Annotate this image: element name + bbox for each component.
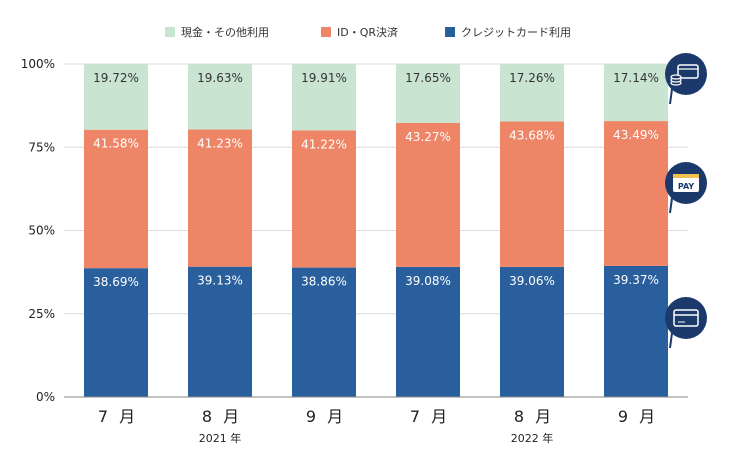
legend-label: 現金・その他利用 <box>181 25 269 39</box>
category-label: 8 月 <box>202 407 242 426</box>
bar-segment <box>604 64 668 122</box>
data-label: 17.65% <box>405 71 451 85</box>
bar-segment <box>84 268 148 397</box>
y-tick-label: 75% <box>28 140 55 154</box>
data-label: 43.68% <box>509 128 555 142</box>
year-label: 2021 年 <box>199 431 242 445</box>
bar-segment <box>500 121 564 267</box>
data-label: 39.08% <box>405 274 451 288</box>
cash-card-outline <box>677 64 699 79</box>
data-label: 41.23% <box>197 136 243 150</box>
icon-pointer-line <box>669 197 673 214</box>
bar-segment <box>188 64 252 130</box>
legend-item: ID・QR決済 <box>321 25 398 39</box>
y-tick-label: 100% <box>21 57 55 71</box>
bar-segment <box>500 266 564 397</box>
icon-badge <box>665 53 707 95</box>
card-outline <box>673 309 699 327</box>
category-label: 8 月 <box>514 407 554 426</box>
legend-swatch <box>165 27 175 37</box>
bar-segment <box>500 64 564 122</box>
legend-label: クレジットカード利用 <box>461 26 571 39</box>
data-label: 39.06% <box>509 274 555 288</box>
pay-card-top <box>673 174 699 178</box>
data-label: 38.69% <box>93 275 139 289</box>
data-label: 17.14% <box>613 71 659 85</box>
bar-segment <box>84 64 148 130</box>
data-label: 19.72% <box>93 71 139 85</box>
legend-item: 現金・その他利用 <box>165 25 269 39</box>
pay-icon: PAY <box>665 162 707 214</box>
data-label: 43.27% <box>405 130 451 144</box>
legend-item: クレジットカード利用 <box>445 26 571 39</box>
legend-swatch <box>445 27 455 37</box>
year-label: 2022 年 <box>511 431 554 445</box>
bar-segment <box>604 265 668 397</box>
bar-segment <box>396 266 460 397</box>
data-label: 19.63% <box>197 71 243 85</box>
category-label: 7 月 <box>98 407 138 426</box>
data-label: 17.26% <box>509 71 555 85</box>
bar-segment <box>396 122 460 267</box>
icon-pointer-line <box>669 88 673 105</box>
bar-segment <box>84 129 148 269</box>
bar-segment <box>188 266 252 397</box>
data-label: 38.86% <box>301 275 347 289</box>
category-label: 9 月 <box>306 407 346 426</box>
bar-segment <box>292 267 356 397</box>
coin <box>670 74 682 80</box>
credit-card-icon <box>665 297 707 349</box>
y-tick-label: 50% <box>28 224 55 238</box>
pay-text: PAY <box>678 182 695 191</box>
bar-segment <box>396 64 460 123</box>
data-label: 39.37% <box>613 273 659 287</box>
data-label: 41.58% <box>93 137 139 151</box>
bar-segment <box>188 129 252 267</box>
category-label: 7 月 <box>410 407 450 426</box>
icon-pointer-line <box>669 332 673 349</box>
data-label: 19.91% <box>301 71 347 85</box>
bar-segment <box>292 130 356 268</box>
legend-swatch <box>321 27 331 37</box>
category-label: 9 月 <box>618 407 658 426</box>
cash-card-icon <box>665 53 707 105</box>
icon-badge <box>665 297 707 339</box>
data-label: 43.49% <box>613 128 659 142</box>
y-tick-label: 0% <box>36 390 55 404</box>
bar-segment <box>292 64 356 131</box>
data-label: 41.22% <box>301 137 347 151</box>
pay-card <box>673 174 699 192</box>
data-label: 39.13% <box>197 274 243 288</box>
bar-segment <box>604 121 668 266</box>
y-tick-label: 25% <box>28 307 55 321</box>
legend-label: ID・QR決済 <box>337 25 398 39</box>
